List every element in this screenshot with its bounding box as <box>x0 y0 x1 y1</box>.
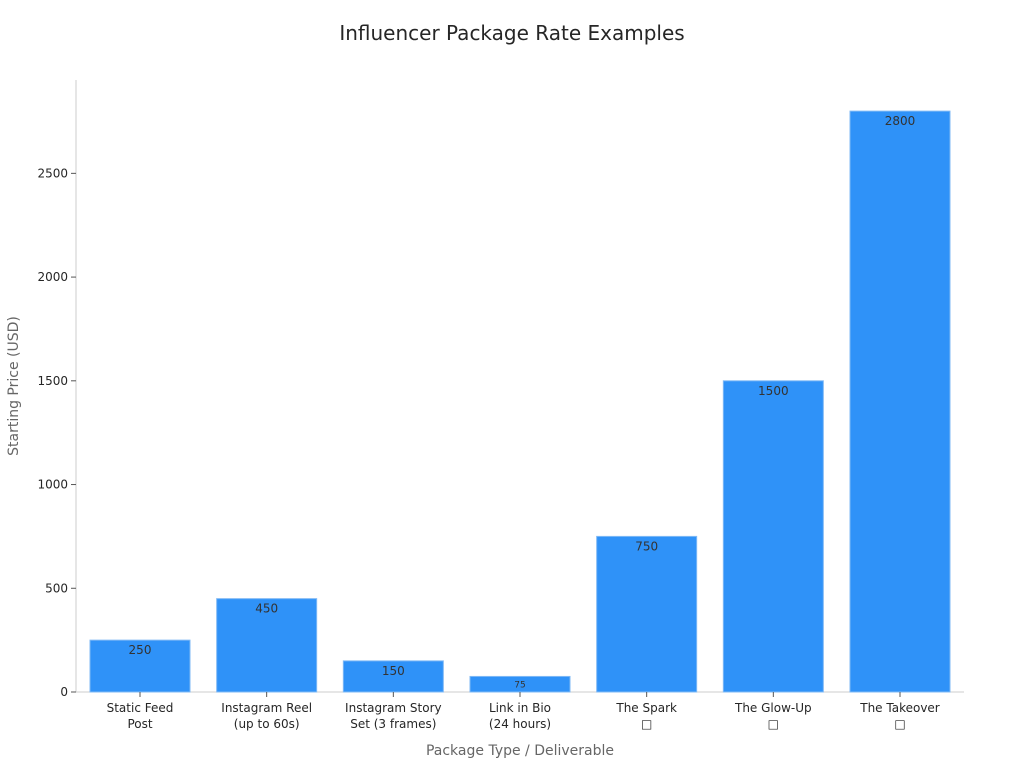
y-tick-label: 0 <box>60 685 68 699</box>
bar <box>89 639 191 693</box>
y-tick-label: 1000 <box>37 478 68 492</box>
data-label: 2800 <box>885 114 916 128</box>
x-tick-label: The Takeover □ <box>859 701 940 731</box>
x-tick-label: The Spark □ <box>615 701 677 731</box>
y-tick-label: 500 <box>45 581 68 595</box>
data-label: 250 <box>129 643 152 657</box>
x-axis-label: Package Type / Deliverable <box>426 743 614 759</box>
data-label: 150 <box>382 664 405 678</box>
chart-title: Influencer Package Rate Examples <box>339 21 684 45</box>
x-tick-label: Instagram Reel (up to 60s) <box>221 701 312 731</box>
x-tick-label: The Glow-Up □ <box>734 701 812 731</box>
x-tick-label: Link in Bio (24 hours) <box>489 701 551 731</box>
data-label: 75 <box>514 680 525 690</box>
y-tick-label: 1500 <box>37 374 68 388</box>
y-tick-label: 2000 <box>37 270 68 284</box>
y-tick-label: 2500 <box>37 166 68 180</box>
y-axis-label: Starting Price (USD) <box>6 316 22 456</box>
bar <box>849 110 951 693</box>
bar <box>216 598 318 693</box>
bars <box>89 110 951 693</box>
data-labels: 250 450 150 75 750 1500 2800 <box>129 114 916 690</box>
data-label: 750 <box>635 539 658 553</box>
data-label: 1500 <box>758 384 789 398</box>
bar <box>596 535 698 693</box>
data-label: 450 <box>255 602 278 616</box>
x-tick-label: Static Feed Post <box>107 701 174 731</box>
bar <box>342 660 444 693</box>
bar <box>722 380 824 693</box>
x-tick-label: Instagram Story Set (3 frames) <box>345 701 442 731</box>
y-ticks: 0 500 1000 1500 2000 2500 <box>37 166 76 699</box>
x-ticks: Static Feed Post Instagram Reel (up to 60s)… <box>107 692 940 731</box>
